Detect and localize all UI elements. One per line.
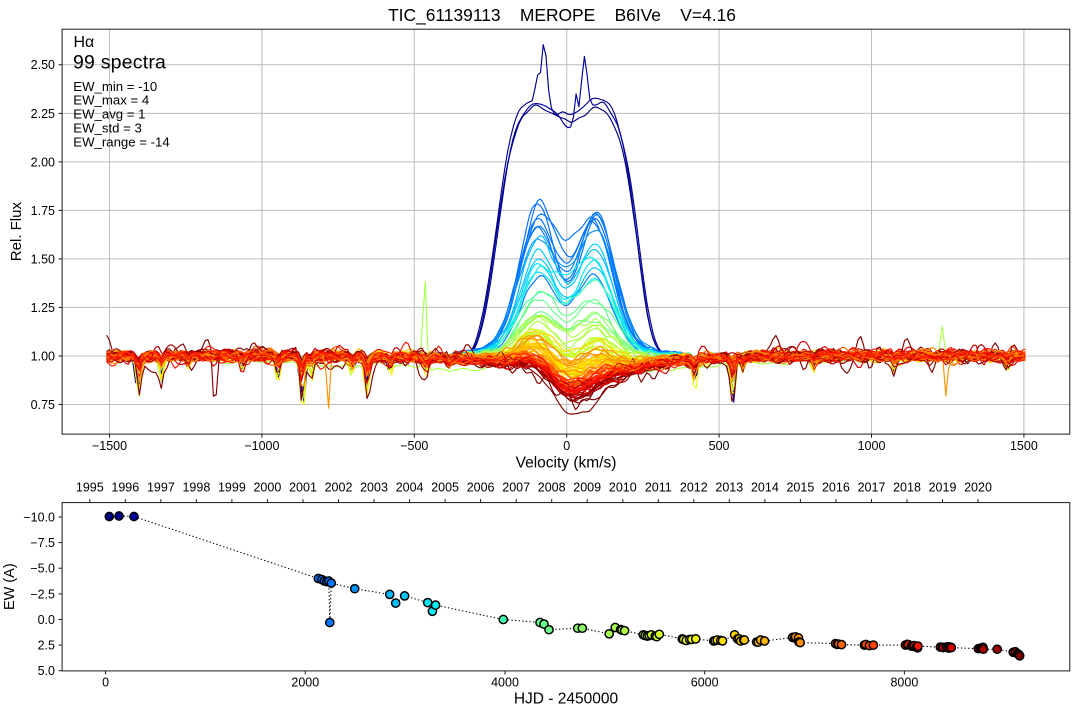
- svg-text:−1500: −1500: [92, 439, 127, 453]
- svg-text:2006: 2006: [467, 481, 495, 495]
- svg-text:2010: 2010: [609, 481, 637, 495]
- svg-text:HJD - 2450000: HJD - 2450000: [514, 691, 619, 708]
- svg-text:2000: 2000: [291, 676, 319, 690]
- svg-text:2017: 2017: [858, 481, 886, 495]
- svg-text:2015: 2015: [786, 481, 814, 495]
- svg-text:2005: 2005: [431, 481, 459, 495]
- svg-text:1996: 1996: [111, 481, 139, 495]
- svg-text:2.5: 2.5: [38, 639, 55, 653]
- svg-text:2.50: 2.50: [31, 58, 55, 72]
- svg-text:2002: 2002: [325, 481, 353, 495]
- svg-text:99 spectra: 99 spectra: [73, 52, 166, 74]
- svg-text:TIC_61139113 MEROPE B6IV: TIC_61139113 MEROPE B6IVe V=4.16: [388, 5, 736, 25]
- svg-text:1500: 1500: [1010, 439, 1038, 453]
- svg-text:1998: 1998: [182, 481, 210, 495]
- svg-text:1.00: 1.00: [31, 349, 55, 363]
- svg-text:0: 0: [102, 676, 109, 690]
- svg-text:−7.5: −7.5: [30, 536, 55, 550]
- svg-text:1997: 1997: [147, 481, 175, 495]
- svg-text:1000: 1000: [858, 439, 886, 453]
- svg-text:2012: 2012: [680, 481, 708, 495]
- svg-text:0.75: 0.75: [31, 398, 55, 412]
- svg-text:−5.0: −5.0: [30, 562, 55, 576]
- svg-text:−500: −500: [400, 439, 428, 453]
- svg-text:2008: 2008: [538, 481, 566, 495]
- svg-text:2020: 2020: [964, 481, 992, 495]
- svg-text:2018: 2018: [893, 481, 921, 495]
- svg-text:0: 0: [563, 439, 570, 453]
- svg-text:4000: 4000: [491, 676, 519, 690]
- svg-text:2004: 2004: [396, 481, 424, 495]
- svg-text:2014: 2014: [751, 481, 779, 495]
- svg-text:2.25: 2.25: [31, 107, 55, 121]
- svg-text:EW_avg = 1: EW_avg = 1: [73, 107, 145, 122]
- svg-text:Hα: Hα: [74, 34, 95, 51]
- svg-text:2019: 2019: [929, 481, 957, 495]
- svg-text:1999: 1999: [218, 481, 246, 495]
- svg-text:EW_std = 3: EW_std = 3: [73, 121, 142, 136]
- svg-text:2007: 2007: [502, 481, 530, 495]
- svg-text:2011: 2011: [645, 481, 672, 495]
- svg-text:5.0: 5.0: [38, 664, 55, 678]
- svg-text:EW_range = -14: EW_range = -14: [73, 134, 169, 149]
- svg-text:0.0: 0.0: [38, 613, 55, 627]
- svg-text:2003: 2003: [360, 481, 388, 495]
- svg-text:2000: 2000: [253, 481, 281, 495]
- svg-text:−2.5: −2.5: [30, 587, 55, 601]
- svg-text:500: 500: [709, 439, 730, 453]
- svg-text:−10.0: −10.0: [23, 510, 55, 524]
- svg-text:1.75: 1.75: [31, 204, 55, 218]
- svg-text:1.25: 1.25: [31, 301, 55, 315]
- svg-text:2016: 2016: [822, 481, 850, 495]
- svg-text:Velocity (km/s): Velocity (km/s): [516, 455, 617, 472]
- svg-text:8000: 8000: [890, 676, 918, 690]
- svg-text:2009: 2009: [573, 481, 601, 495]
- svg-text:2.00: 2.00: [31, 155, 55, 169]
- svg-text:Rel. Flux: Rel. Flux: [8, 202, 25, 262]
- svg-text:1.50: 1.50: [31, 252, 55, 266]
- svg-text:2013: 2013: [715, 481, 743, 495]
- svg-text:EW_min = -10: EW_min = -10: [73, 79, 157, 94]
- svg-text:1995: 1995: [76, 481, 104, 495]
- svg-text:−1000: −1000: [244, 439, 279, 453]
- svg-text:EW_max = 4: EW_max = 4: [73, 93, 149, 108]
- svg-text:2001: 2001: [289, 481, 317, 495]
- svg-text:6000: 6000: [691, 676, 719, 690]
- svg-text:EW (A): EW (A): [2, 563, 18, 610]
